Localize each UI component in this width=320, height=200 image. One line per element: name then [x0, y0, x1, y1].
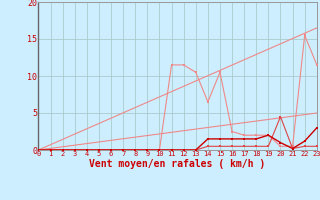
X-axis label: Vent moyen/en rafales ( km/h ): Vent moyen/en rafales ( km/h ): [90, 159, 266, 169]
